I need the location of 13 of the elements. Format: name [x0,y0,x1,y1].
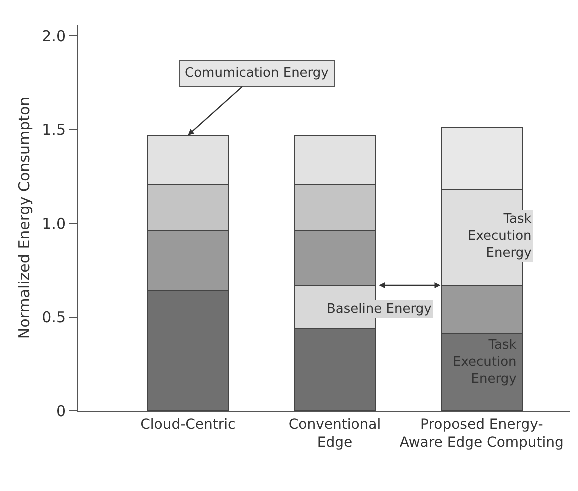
y-tick-label: 1.0 [42,214,66,233]
y-tick-label: 1.5 [42,121,66,140]
annotation: Task Execution Energy [468,212,532,261]
x-tick-label: Cloud-Centric [140,416,236,433]
y-tick-label: 2.0 [42,27,66,46]
x-tick-label: Proposed Energy- Aware Edge Computing [400,416,564,451]
annotation: Task Execution Energy [453,338,518,387]
y-tick-label: 0 [56,402,66,420]
annotation: Baseline Energy [327,302,432,317]
annotation: Comumication Energy [185,66,330,81]
y-tick-label: 0.5 [42,308,66,327]
y-axis-title: Normalized Energy Consumpton [15,96,34,340]
x-tick-label: Conventional Edge [288,416,382,451]
